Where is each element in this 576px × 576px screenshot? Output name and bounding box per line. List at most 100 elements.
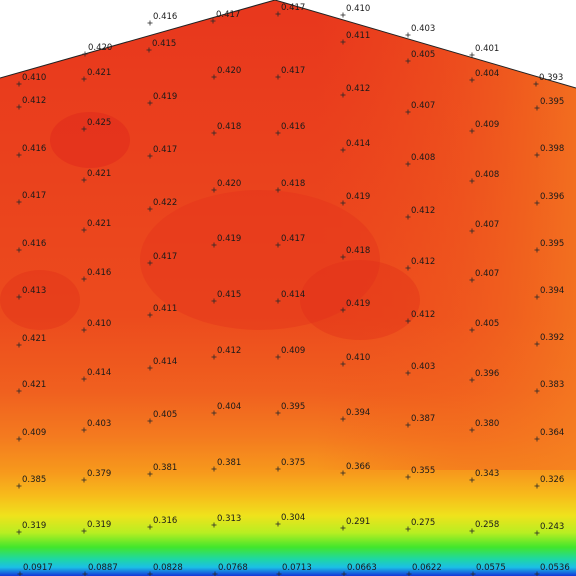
probe-value-label: 0.415 bbox=[152, 39, 176, 49]
probe-point: 0.405 bbox=[405, 50, 435, 64]
roof-outline bbox=[0, 0, 576, 89]
probe-point: 0.407 bbox=[469, 269, 499, 283]
probe-point: 0.319 bbox=[81, 520, 111, 534]
probe-point: 0.413 bbox=[16, 286, 46, 300]
probe-value-label: 0.417 bbox=[22, 191, 46, 201]
probe-point: 0.420 bbox=[82, 43, 112, 57]
probe-value-label: 0.395 bbox=[540, 239, 564, 249]
probe-point: 0.380 bbox=[469, 419, 499, 433]
probe-value-label: 0.401 bbox=[475, 44, 499, 54]
probe-point: 0.387 bbox=[405, 414, 435, 428]
probe-value-label: 0.396 bbox=[475, 369, 499, 379]
probe-value-label: 0.381 bbox=[217, 458, 241, 468]
probe-point: 0.383 bbox=[534, 380, 564, 394]
probe-point: 0.401 bbox=[469, 44, 499, 58]
probe-value-label: 0.421 bbox=[87, 169, 111, 179]
probe-value-label: 0.392 bbox=[540, 333, 564, 343]
probe-point: 0.243 bbox=[534, 522, 564, 536]
probe-value-label: 0.383 bbox=[540, 380, 564, 390]
probe-point: 0.408 bbox=[469, 170, 499, 184]
probe-value-label: 0.409 bbox=[475, 120, 499, 130]
probe-value-label: 0.410 bbox=[87, 319, 111, 329]
probe-point: 0.403 bbox=[81, 419, 111, 433]
probe-point: 0.379 bbox=[81, 469, 111, 483]
probe-value-label: 0.410 bbox=[346, 4, 370, 14]
probe-point: 0.366 bbox=[340, 462, 370, 476]
probe-point: 0.412 bbox=[405, 206, 435, 220]
probe-point: 0.410 bbox=[81, 319, 111, 333]
probe-value-label: 0.0917 bbox=[23, 563, 53, 573]
probe-value-label: 0.319 bbox=[22, 521, 46, 531]
probe-value-label: 0.421 bbox=[22, 380, 46, 390]
probe-point: 0.396 bbox=[534, 192, 564, 206]
probe-point: 0.385 bbox=[16, 475, 46, 489]
probe-point: 0.394 bbox=[340, 408, 370, 422]
probe-value-label: 0.385 bbox=[22, 475, 46, 485]
probe-point: 0.398 bbox=[534, 144, 564, 158]
probe-value-label: 0.375 bbox=[281, 458, 305, 468]
probe-value-label: 0.0663 bbox=[347, 563, 377, 573]
probe-value-label: 0.393 bbox=[539, 73, 563, 83]
probe-value-label: 0.0768 bbox=[218, 563, 248, 573]
probe-point: 0.415 bbox=[146, 39, 176, 53]
probe-point: 0.393 bbox=[533, 73, 563, 87]
probe-point: 0.419 bbox=[340, 192, 370, 206]
probe-point: 0.404 bbox=[211, 402, 241, 416]
probe-points: 0.416 0.417 0.417 0.410 0.403 0.401 0.393 0.420… bbox=[16, 3, 570, 576]
probe-point: 0.291 bbox=[340, 517, 370, 531]
probe-point: 0.404 bbox=[469, 69, 499, 83]
probe-value-label: 0.411 bbox=[153, 304, 177, 314]
probe-value-label: 0.409 bbox=[281, 346, 305, 356]
probe-value-label: 0.414 bbox=[153, 357, 177, 367]
probe-point: 0.258 bbox=[469, 520, 499, 534]
probe-value-label: 0.0887 bbox=[88, 563, 118, 573]
probe-value-label: 0.0713 bbox=[282, 563, 312, 573]
probe-point: 0.381 bbox=[211, 458, 241, 472]
probe-point: 0.416 bbox=[81, 268, 111, 282]
probe-value-label: 0.415 bbox=[217, 290, 241, 300]
probe-value-label: 0.412 bbox=[22, 96, 46, 106]
probe-value-label: 0.395 bbox=[540, 97, 564, 107]
probe-point: 0.411 bbox=[340, 31, 370, 45]
probe-value-label: 0.410 bbox=[346, 353, 370, 363]
probe-value-label: 0.412 bbox=[411, 257, 435, 267]
probe-value-label: 0.416 bbox=[22, 144, 46, 154]
probe-point: 0.412 bbox=[340, 84, 370, 98]
probe-point: 0.412 bbox=[16, 96, 46, 110]
probe-point: 0.418 bbox=[275, 179, 305, 193]
probe-value-label: 0.420 bbox=[88, 43, 112, 53]
probe-point: 0.416 bbox=[16, 144, 46, 158]
probe-point: 0.417 bbox=[16, 191, 46, 205]
probe-point: 0.381 bbox=[147, 463, 177, 477]
probe-value-label: 0.421 bbox=[87, 68, 111, 78]
probe-point: 0.416 bbox=[147, 12, 177, 26]
probe-point: 0.414 bbox=[147, 357, 177, 371]
probe-point: 0.416 bbox=[16, 239, 46, 253]
probe-value-label: 0.395 bbox=[281, 402, 305, 412]
probe-point: 0.412 bbox=[211, 346, 241, 360]
probe-value-label: 0.355 bbox=[411, 466, 435, 476]
probe-value-label: 0.304 bbox=[281, 513, 305, 523]
probe-value-label: 0.417 bbox=[281, 3, 305, 13]
probe-value-label: 0.258 bbox=[475, 520, 499, 530]
probe-point: 0.419 bbox=[211, 234, 241, 248]
probe-point: 0.421 bbox=[16, 334, 46, 348]
probe-value-label: 0.421 bbox=[87, 219, 111, 229]
probe-point: 0.410 bbox=[340, 4, 370, 18]
probe-value-label: 0.403 bbox=[411, 24, 435, 34]
probe-value-label: 0.420 bbox=[217, 179, 241, 189]
probe-value-label: 0.419 bbox=[217, 234, 241, 244]
probe-value-label: 0.404 bbox=[475, 69, 499, 79]
probe-value-label: 0.394 bbox=[346, 408, 370, 418]
probe-point: 0.403 bbox=[405, 24, 435, 38]
probe-value-label: 0.417 bbox=[153, 252, 177, 262]
probe-value-label: 0.319 bbox=[87, 520, 111, 530]
probe-point: 0.417 bbox=[147, 145, 177, 159]
probe-point: 0.421 bbox=[81, 219, 111, 233]
probe-point: 0.414 bbox=[340, 139, 370, 153]
probe-point: 0.417 bbox=[275, 234, 305, 248]
probe-value-label: 0.0536 bbox=[540, 563, 570, 573]
